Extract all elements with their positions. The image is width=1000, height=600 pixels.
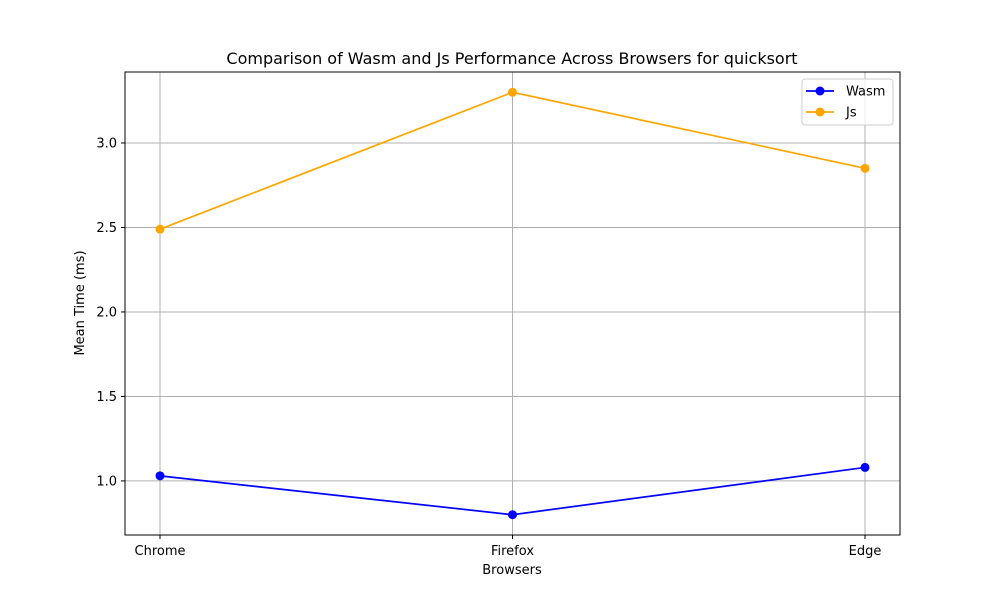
y-axis-label: Mean Time (ms) [73,250,88,355]
legend-label: Js [845,106,857,121]
y-tick-label: 2.0 [96,305,117,320]
data-point-wasm [155,471,165,481]
y-tick-label: 2.5 [96,221,117,236]
x-axis-ticks: Chrome Firefox Edge [135,535,882,559]
legend-marker-swatch [815,86,825,96]
legend: Wasm Js [801,78,894,126]
data-point-wasm [508,510,517,520]
data-point-js [860,163,870,173]
x-tick-label: Edge [849,544,882,559]
legend-entry-wasm: Wasm [806,85,885,100]
chart-title: Comparison of Wasm and Js Performance Ac… [226,49,797,68]
x-tick-label: Chrome [135,544,186,559]
x-axis-label: Browsers [482,563,542,578]
y-axis-ticks: 1.0 1.5 2.0 2.5 3.0 [96,136,125,489]
series-js [155,87,870,234]
series-wasm [155,462,870,520]
data-point-js [508,87,517,97]
legend-label: Wasm [846,85,885,100]
y-tick-label: 1.5 [96,390,117,405]
legend-items: Wasm Js [806,85,885,121]
legend-marker-swatch [815,107,825,117]
grid-lines [125,72,900,535]
data-point-wasm [860,462,870,472]
series-layer [155,87,870,520]
y-tick-label: 1.0 [96,474,117,489]
x-tick-label: Firefox [491,544,534,559]
legend-entry-js: Js [806,106,857,121]
data-point-js [155,224,165,234]
y-tick-label: 3.0 [96,136,117,151]
